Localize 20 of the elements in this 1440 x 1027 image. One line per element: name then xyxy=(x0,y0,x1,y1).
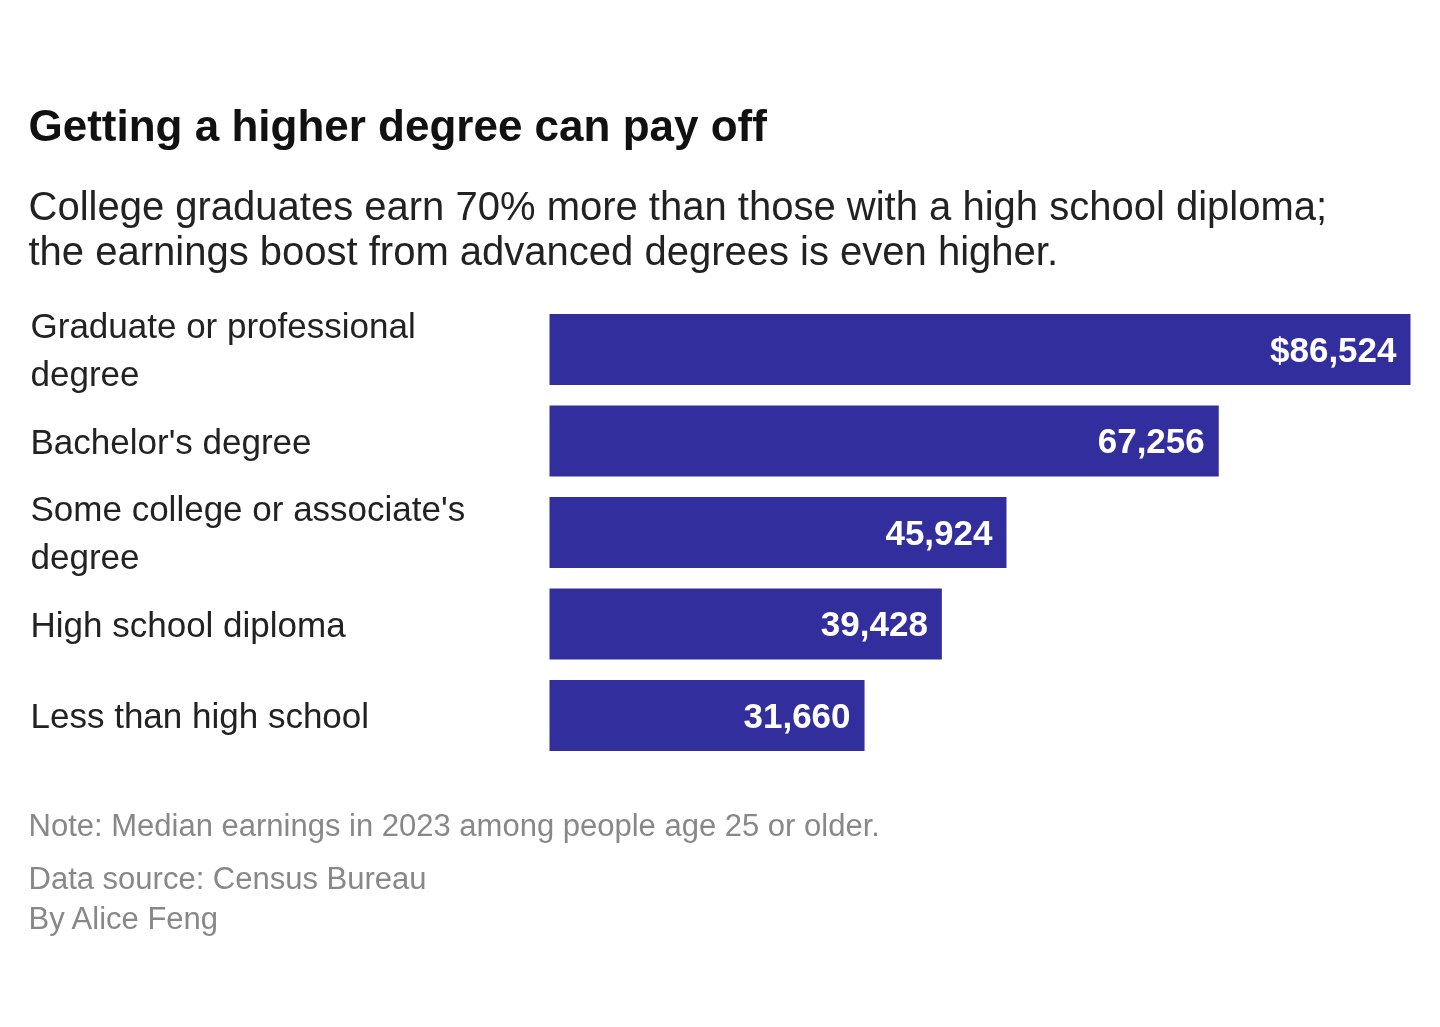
source-note: Data source: Census Bureau xyxy=(28,861,427,896)
bar xyxy=(549,314,1411,385)
text: Note: Median earnings in 2023 among people age 25 or older. xyxy=(28,808,880,843)
y-tick-label: Bachelor's degree xyxy=(30,421,312,461)
chart-subtitle: College graduates earn 70% more than those with a high school diploma; the earnings boost from advanced degrees is even higher. xyxy=(28,183,1328,273)
data-label: $86,524 xyxy=(1269,330,1398,369)
y-tick-label: Less than high school xyxy=(30,696,370,735)
data-label: 45,924 xyxy=(885,512,994,552)
bar xyxy=(549,680,865,751)
data-label: 67,256 xyxy=(1097,421,1205,460)
y-tick-label: Some college or associate's degree xyxy=(30,489,466,576)
chart-title: Getting a higher degree can pay off xyxy=(28,101,768,150)
data-label: 39,428 xyxy=(820,604,928,643)
bar xyxy=(549,497,1007,568)
y-tick-label: Graduate or professional degree xyxy=(30,306,416,393)
bar xyxy=(549,405,1219,477)
bar xyxy=(549,588,942,660)
data-label: 31,660 xyxy=(743,695,851,735)
text: By Alice Feng xyxy=(28,901,219,936)
y-tick-label: High school diploma xyxy=(30,604,347,644)
